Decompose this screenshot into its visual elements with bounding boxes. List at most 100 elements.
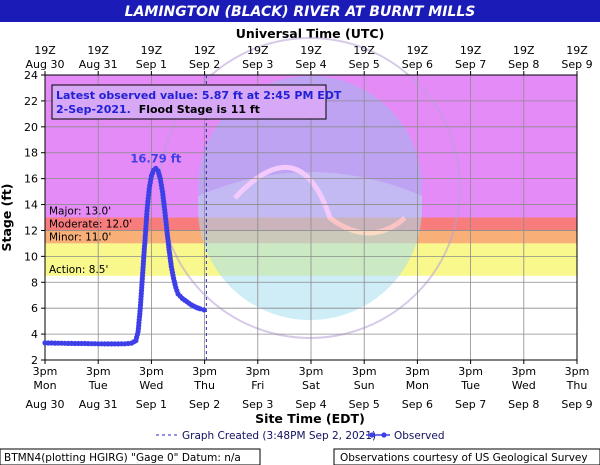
footer-datum: BTMN4(plotting HGIRG) "Gage 0" Datum: n/… — [4, 452, 241, 464]
legend: Graph Created (3:48PM Sep 2, 2021) Obser… — [156, 430, 445, 442]
x-tick-top-time: 19Z — [353, 44, 375, 57]
x-tick-bottom-time: 3pm — [139, 365, 164, 378]
x-tick-bottom-weekday: Sun — [354, 379, 375, 392]
y-tick-label: 2 — [31, 354, 38, 367]
x-tick-top-time: 19Z — [407, 44, 429, 57]
observed-point — [201, 307, 207, 313]
x-tick-bottom-date: Sep 1 — [136, 398, 167, 411]
flood-category-labels: Major: 13.0'Moderate: 12.0'Minor: 11.0' A… — [49, 206, 132, 276]
x-tick-bottom-time: 3pm — [565, 365, 590, 378]
y-tick-label: 24 — [24, 69, 38, 82]
svg-text:2-Sep-2021. Flood Stage: 2-Sep-2021. Flood Stage is 11 ft — [56, 103, 260, 116]
noaa-watermark — [159, 37, 461, 339]
x-tick-bottom-date: Sep 7 — [455, 398, 486, 411]
x-tick-bottom-time: 3pm — [511, 365, 536, 378]
latest-observed-line1: Latest observed value: 5.87 ft at 2:45 P… — [56, 89, 342, 102]
y-tick-label: 8 — [31, 276, 38, 289]
x-tick-bottom-time: 3pm — [245, 365, 270, 378]
y-tick-label: 12 — [24, 224, 38, 237]
x-tick-top-time: 19Z — [194, 44, 216, 57]
latest-observed-date: 2-Sep-2021. — [56, 103, 131, 116]
x-tick-top-date: Sep 9 — [561, 58, 592, 71]
x-tick-bottom-weekday: Wed — [512, 379, 536, 392]
flood-stage-text: Flood Stage is 11 ft — [139, 103, 260, 116]
x-tick-top-date: Sep 4 — [295, 58, 326, 71]
category-label-moderate: Moderate: 12.0' — [49, 218, 132, 230]
x-tick-bottom-weekday: Fri — [251, 379, 264, 392]
legend-observed-swatch — [366, 432, 390, 438]
x-tick-bottom-time: 3pm — [299, 365, 324, 378]
x-tick-top-date: Sep 2 — [189, 58, 220, 71]
x-tick-top-time: 19Z — [34, 44, 56, 57]
x-tick-top-date: Aug 31 — [79, 58, 118, 71]
x-tick-bottom-date: Sep 2 — [189, 398, 220, 411]
x-tick-bottom-date: Sep 4 — [295, 398, 326, 411]
x-tick-bottom-time: 3pm — [458, 365, 483, 378]
x-tick-top-date: Sep 7 — [455, 58, 486, 71]
legend-graph-created: Graph Created (3:48PM Sep 2, 2021) — [182, 430, 376, 442]
x-tick-bottom-weekday: Tue — [460, 379, 480, 392]
x-tick-bottom-date: Sep 8 — [508, 398, 539, 411]
latest-observed-box: Latest observed value: 5.87 ft at 2:45 P… — [51, 84, 342, 120]
category-label-action: Action: 8.5' — [49, 264, 108, 276]
x-tick-bottom-weekday: Mon — [33, 379, 56, 392]
x-tick-top-time: 19Z — [141, 44, 163, 57]
x-tick-bottom-weekday: Thu — [566, 379, 588, 392]
x-tick-bottom-date: Sep 5 — [349, 398, 380, 411]
y-tick-label: 6 — [31, 302, 38, 315]
x-tick-bottom-date: Sep 3 — [242, 398, 273, 411]
y-axis-label: Stage (ft) — [0, 183, 14, 251]
category-label-minor: Minor: 11.0' — [49, 231, 111, 243]
x-tick-bottom-weekday: Sat — [302, 379, 321, 392]
x-axis-label: Site Time (EDT) — [255, 411, 365, 426]
footer: BTMN4(plotting HGIRG) "Gage 0" Datum: n/… — [0, 448, 600, 465]
x-tick-top-time: 19Z — [300, 44, 322, 57]
y-tick-label: 10 — [24, 250, 38, 263]
x-tick-bottom-time: 3pm — [33, 365, 58, 378]
x-tick-bottom-time: 3pm — [192, 365, 217, 378]
category-label-major: Major: 13.0' — [49, 206, 111, 218]
y-tick-label: 4 — [31, 328, 38, 341]
peak-label: 16.79 ft — [130, 151, 181, 165]
x-tick-top-time: 19Z — [460, 44, 482, 57]
x-tick-bottom-weekday: Tue — [88, 379, 108, 392]
x-tick-top-time: 19Z — [247, 44, 269, 57]
x-tick-bottom-time: 3pm — [86, 365, 111, 378]
x-tick-top-date: Sep 6 — [402, 58, 433, 71]
x-tick-top-date: Aug 30 — [26, 58, 65, 71]
x-tick-bottom-date: Aug 30 — [26, 398, 65, 411]
y-tick-label: 20 — [24, 121, 38, 134]
x-tick-bottom-time: 3pm — [352, 365, 377, 378]
x-tick-top-time: 19Z — [513, 44, 535, 57]
top-axis-title: Universal Time (UTC) — [236, 26, 385, 41]
x-tick-bottom-date: Sep 6 — [402, 398, 433, 411]
y-tick-label: 14 — [24, 199, 38, 212]
x-tick-top-time: 19Z — [566, 44, 588, 57]
x-tick-top-date: Sep 8 — [508, 58, 539, 71]
watermark-wave — [198, 172, 422, 320]
x-tick-top-time: 19Z — [87, 44, 109, 57]
y-tick-label: 18 — [24, 147, 38, 160]
footer-credit: Observations courtesy of US Geological S… — [340, 452, 588, 464]
x-tick-bottom-time: 3pm — [405, 365, 430, 378]
chart-title: LAMINGTON (BLACK) RIVER AT BURNT MILLS — [125, 4, 476, 20]
x-tick-bottom-date: Aug 31 — [79, 398, 118, 411]
observed-series — [42, 165, 207, 347]
x-tick-top-date: Sep 1 — [136, 58, 167, 71]
x-tick-top-date: Sep 3 — [242, 58, 273, 71]
y-tick-label: 16 — [24, 173, 38, 186]
grid-lines — [45, 75, 577, 360]
x-tick-bottom-date: Sep 9 — [561, 398, 592, 411]
x-tick-bottom-weekday: Wed — [139, 379, 163, 392]
watermark-gull — [233, 164, 407, 236]
y-tick-label: 22 — [24, 95, 38, 108]
x-tick-bottom-weekday: Mon — [406, 379, 429, 392]
x-tick-top-date: Sep 5 — [349, 58, 380, 71]
x-tick-bottom-weekday: Thu — [193, 379, 215, 392]
title-bar — [0, 0, 600, 22]
legend-observed: Observed — [394, 430, 445, 442]
